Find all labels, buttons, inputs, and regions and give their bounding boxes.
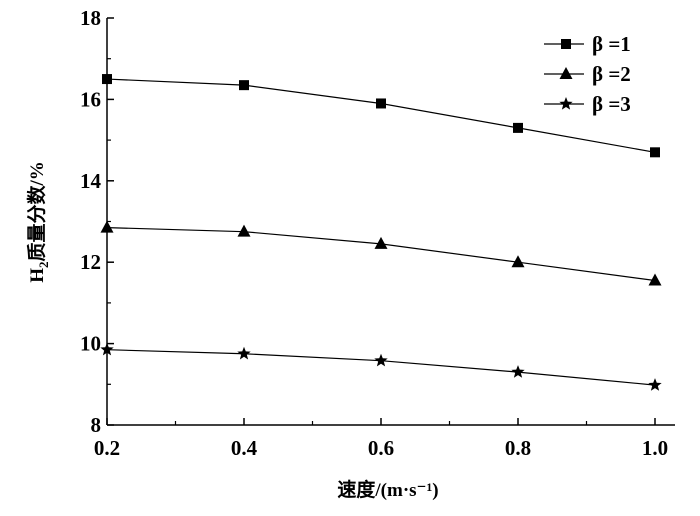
y-axis-title-rest: 质量分数/% (25, 161, 48, 261)
y-tick-label: 14 (80, 169, 102, 193)
data-point (376, 98, 386, 109)
x-axis-title: 速度/(m·s⁻¹) (337, 478, 438, 501)
x-ticks: 0.2 0.4 0.6 0.8 1.0 (94, 418, 668, 460)
series-layer (100, 74, 662, 391)
y-tick-label: 8 (91, 413, 102, 437)
series-line (106, 78, 656, 153)
data-point (648, 378, 662, 391)
y-ticks: 8 10 12 14 16 18 (80, 6, 114, 437)
legend-item: β =3 (544, 92, 631, 116)
data-point (511, 255, 525, 268)
y-axis-title-main: H (27, 268, 48, 283)
y-tick-label: 16 (80, 87, 101, 111)
plot-frame (106, 18, 675, 426)
legend-label: β =3 (592, 92, 631, 116)
data-point (237, 346, 251, 360)
series-line (106, 227, 656, 282)
data-point (239, 80, 249, 91)
data-point (237, 224, 251, 237)
data-point (102, 74, 112, 85)
y-axis-title: H2质量分数/% (25, 161, 51, 283)
legend-marker (561, 39, 571, 49)
data-point (513, 122, 523, 133)
legend: β =1 β =2 β =3 (544, 32, 631, 116)
series-1 (102, 74, 660, 158)
y-tick-label: 12 (80, 250, 101, 274)
series-3 (100, 342, 662, 391)
legend-marker (559, 67, 573, 79)
y-axis-title-subscript: 2 (36, 262, 51, 269)
legend-marker (559, 97, 573, 110)
y-tick-label: 10 (80, 332, 101, 356)
legend-item: β =2 (544, 62, 631, 86)
data-point (374, 236, 388, 249)
x-tick-label: 0.4 (231, 436, 258, 460)
data-point (100, 342, 114, 356)
x-tick-label: 0.6 (368, 436, 394, 460)
legend-label: β =2 (592, 62, 631, 86)
x-tick-label: 1.0 (642, 436, 668, 460)
x-tick-label: 0.8 (505, 436, 531, 460)
data-point (374, 353, 388, 367)
series-2 (100, 220, 662, 286)
data-point (100, 220, 114, 233)
data-point (650, 147, 660, 158)
y-tick-label: 18 (80, 6, 101, 30)
x-tick-label: 0.2 (94, 436, 120, 460)
legend-item: β =1 (544, 32, 631, 56)
data-point (511, 365, 525, 378)
legend-label: β =1 (592, 32, 631, 56)
data-point (648, 273, 662, 286)
